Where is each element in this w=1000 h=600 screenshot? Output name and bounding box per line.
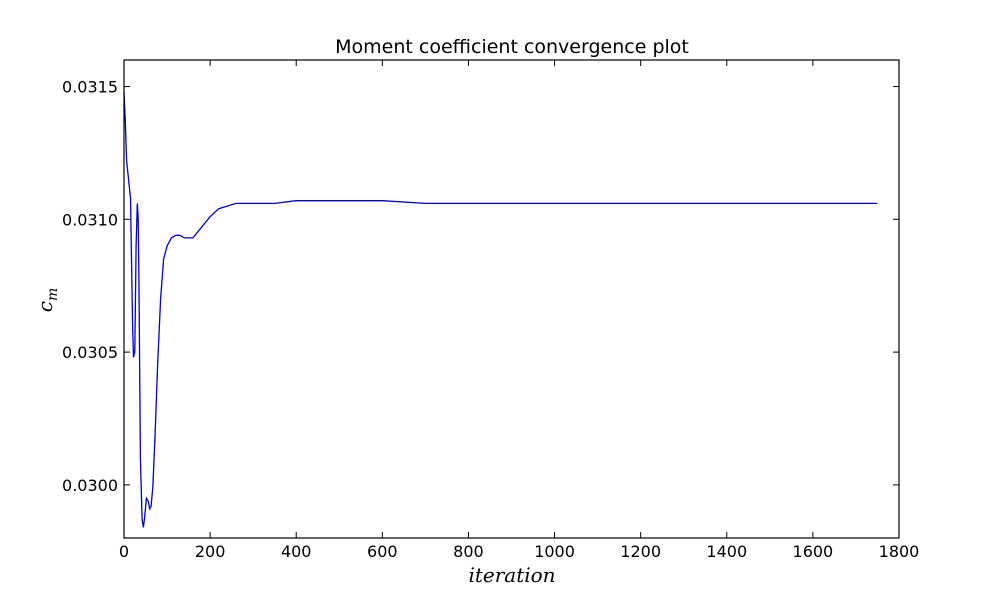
x-tick-labels: 0 200 400 600 800 1000 1200 1400 1600 1800 <box>119 542 919 561</box>
x-tick-label: 200 <box>195 542 226 561</box>
x-tick-label: 1200 <box>620 542 661 561</box>
y-axis-label-subscript: m <box>45 288 61 301</box>
ticks <box>123 60 900 538</box>
x-tick-label: 1800 <box>879 542 920 561</box>
series-line <box>123 91 878 528</box>
y-tick-label: 0.0300 <box>62 476 118 495</box>
y-tick-label: 0.0305 <box>62 343 118 362</box>
plot-frame <box>123 59 900 539</box>
x-tick-label: 600 <box>367 542 398 561</box>
x-tick-label: 0 <box>119 542 129 561</box>
y-axis-label: cm <box>33 288 61 312</box>
y-tick-label: 0.0315 <box>62 78 118 97</box>
y-axis-label-base: c <box>33 301 57 312</box>
x-tick-label: 1400 <box>706 542 747 561</box>
x-tick-label: 1600 <box>793 542 834 561</box>
x-tick-label: 400 <box>281 542 312 561</box>
y-tick-labels: 0.0300 0.0305 0.0310 0.0315 <box>62 78 118 495</box>
x-axis-label: iteration <box>468 563 555 587</box>
y-tick-label: 0.0310 <box>62 210 118 229</box>
x-tick-label: 800 <box>453 542 484 561</box>
chart-title: Moment coefficient convergence plot <box>335 36 689 58</box>
x-tick-label: 1000 <box>534 542 575 561</box>
